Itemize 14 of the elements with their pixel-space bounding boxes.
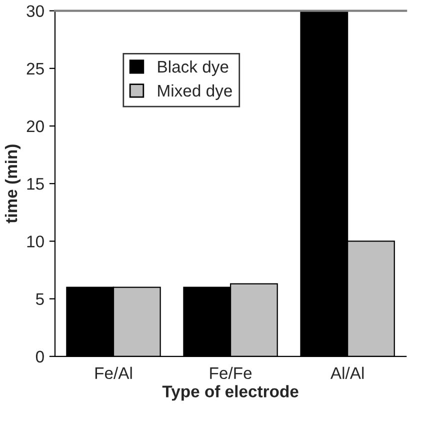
- legend-label: Black dye: [158, 60, 228, 76]
- y-tick-label: 5: [36, 293, 44, 306]
- x-axis-title: Type of electrode: [162, 385, 298, 401]
- x-tick-label: Fe/Fe: [210, 366, 252, 380]
- y-tick-label: 10: [27, 236, 44, 248]
- y-tick-label: 0: [36, 350, 44, 363]
- x-tick-label: Al/Al: [330, 366, 364, 380]
- y-tick-label: 25: [26, 62, 44, 75]
- legend-label: Mixed dye: [158, 84, 232, 100]
- y-tick-label: 15: [27, 178, 44, 190]
- x-tick-label: Fe/Al: [95, 366, 132, 380]
- y-tick-label: 30: [26, 5, 44, 18]
- y-axis-title: time (min): [4, 144, 20, 224]
- y-tick-label: 20: [26, 120, 44, 132]
